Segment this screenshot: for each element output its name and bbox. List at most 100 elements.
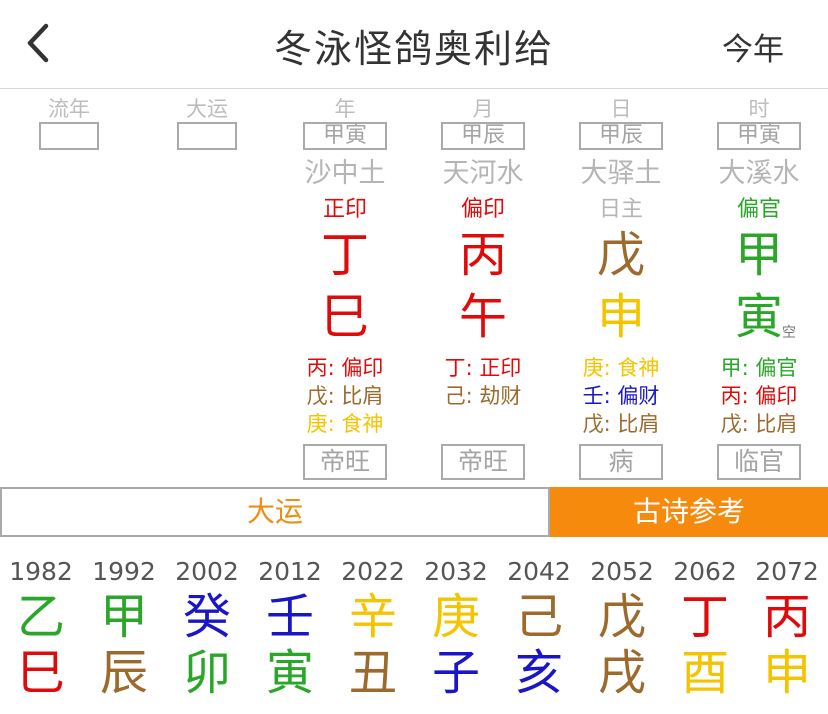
earthly-branch: 寅 [734,289,783,345]
tab-poetry[interactable]: 古诗参考 [550,487,828,537]
earthly-branch: 巳 [320,289,369,345]
hidden-stem: 丙: 偏印 [720,384,798,408]
dayun-item[interactable]: 2042 己 亥 [498,555,580,701]
hidden-stem: 戊: 比肩 [582,412,660,436]
chevron-left-icon [27,23,49,63]
shishen: 偏印 [460,197,505,222]
column-month-pillar: 月 甲辰 天河水 偏印 丙 午 丁: 正印 己: 劫财 帝旺 [414,96,552,480]
column-label: 年 [334,97,356,121]
kongwang-box: 甲辰 [441,122,525,150]
dayun-branch: 寅 [265,645,314,701]
changsheng-box: 临官 [717,444,801,480]
dayun-branch: 戌 [597,645,646,701]
hidden-stem: 庚: 食神 [582,356,660,380]
nayin: 天河水 [442,158,524,189]
dayun-stem: 壬 [265,589,314,645]
nayin: 沙中土 [304,158,386,189]
hidden-stem: 戊: 比肩 [720,412,798,436]
dayun-stem: 癸 [182,589,231,645]
changsheng-box: 帝旺 [303,444,387,480]
nav-bar: 冬泳怪鸽奥利给 今年 [0,0,828,89]
column-dayun[interactable]: 大运 [138,96,276,150]
nayin: 大溪水 [718,158,800,189]
heavenly-stem: 丙 [458,227,507,283]
shishen: 日主 [598,197,643,222]
hidden-stem: 己: 劫财 [444,384,522,408]
dayun-item[interactable]: 2072 丙 申 [746,555,828,701]
dayun-item[interactable]: 1992 甲 辰 [83,555,165,701]
column-label: 月 [472,97,494,121]
hidden-stems: 丁: 正印 己: 劫财 [414,354,552,444]
column-hour-pillar: 时 甲寅 大溪水 偏官 甲 寅 甲: 偏官 丙: 偏印 戊: 比肩 临官 [690,96,828,480]
earthly-branch: 申 [596,289,645,345]
hidden-stem: 丙: 偏印 [306,356,384,380]
dayun-stem: 乙 [16,589,65,645]
dayun-year: 2062 [673,557,737,586]
earthly-branch: 午 [458,289,507,345]
hidden-stem: 丁: 正印 [444,356,522,380]
dayun-branch: 申 [762,645,811,701]
dayun-item[interactable]: 2032 庚 子 [415,555,497,701]
dayun-branch: 亥 [514,645,563,701]
page-title: 冬泳怪鸽奥利给 [273,27,554,71]
dayun-branch: 丑 [348,645,397,701]
column-label: 时 [748,97,770,121]
nayin: 大驿土 [580,158,662,189]
kong-mark: 空 [782,325,796,341]
dayun-item[interactable]: 2022 辛 丑 [332,555,414,701]
hidden-stem: 甲: 偏官 [720,356,798,380]
dayun-year: 2052 [590,557,654,586]
shishen: 正印 [322,197,367,222]
dayun-year: 1982 [9,557,73,586]
kongwang-box: 甲寅 [717,122,801,150]
dayun-year: 2042 [507,557,571,586]
dayun-branch: 酉 [680,645,729,701]
dayun-item[interactable]: 1982 乙 巳 [0,555,82,701]
dayun-stem: 辛 [348,589,397,645]
dayun-branch: 巳 [16,645,65,701]
column-label: 流年 [48,97,90,121]
column-day-pillar: 日 甲辰 大驿土 日主 戊 申 庚: 食神 壬: 偏财 戊: 比肩 病 [552,96,690,480]
this-year-button[interactable]: 今年 [722,32,784,68]
hidden-stem: 戊: 比肩 [306,384,384,408]
heavenly-stem: 戊 [596,227,645,283]
dayun-branch: 卯 [182,645,231,701]
dayun-branch: 子 [431,645,480,701]
changsheng-box: 病 [579,444,663,480]
column-year-pillar: 年 甲寅 沙中土 正印 丁 巳 丙: 偏印 戊: 比肩 庚: 食神 帝旺 [276,96,414,480]
dayun-stem: 庚 [431,589,480,645]
hidden-stems: 甲: 偏官 丙: 偏印 戊: 比肩 [690,354,828,444]
hidden-stem: 庚: 食神 [306,412,384,436]
heavenly-stem: 丁 [320,227,369,283]
hidden-stems: 庚: 食神 壬: 偏财 戊: 比肩 [552,354,690,444]
dayun-item[interactable]: 2052 戊 戌 [581,555,663,701]
shishen: 偏官 [736,197,781,222]
liunian-box[interactable] [39,122,99,150]
dayun-item[interactable]: 2012 壬 寅 [249,555,331,701]
kongwang-box: 甲寅 [303,122,387,150]
column-label: 日 [610,97,632,121]
dayun-item[interactable]: 2062 丁 酉 [664,555,746,701]
hidden-stem: 壬: 偏财 [582,384,660,408]
dayun-stem: 甲 [99,589,148,645]
column-liunian[interactable]: 流年 [0,96,138,150]
dayun-year: 2072 [755,557,819,586]
dayun-year: 2012 [258,557,322,586]
tab-dayun[interactable]: 大运 [0,487,550,537]
changsheng-box: 帝旺 [441,444,525,480]
dayun-branch: 辰 [99,645,148,701]
dayun-stem: 己 [514,589,563,645]
heavenly-stem: 甲 [734,227,783,283]
back-button[interactable] [22,22,62,64]
dayun-item[interactable]: 2002 癸 卯 [166,555,248,701]
dayun-year: 1992 [92,557,156,586]
dayun-year: 2022 [341,557,405,586]
dayun-stem: 戊 [597,589,646,645]
dayun-stem: 丁 [680,589,729,645]
dayun-year: 2032 [424,557,488,586]
dayun-year: 2002 [175,557,239,586]
dayun-box[interactable] [177,122,237,150]
column-label: 大运 [186,97,228,121]
tab-bar: 大运 古诗参考 [0,487,828,537]
kongwang-box: 甲辰 [579,122,663,150]
